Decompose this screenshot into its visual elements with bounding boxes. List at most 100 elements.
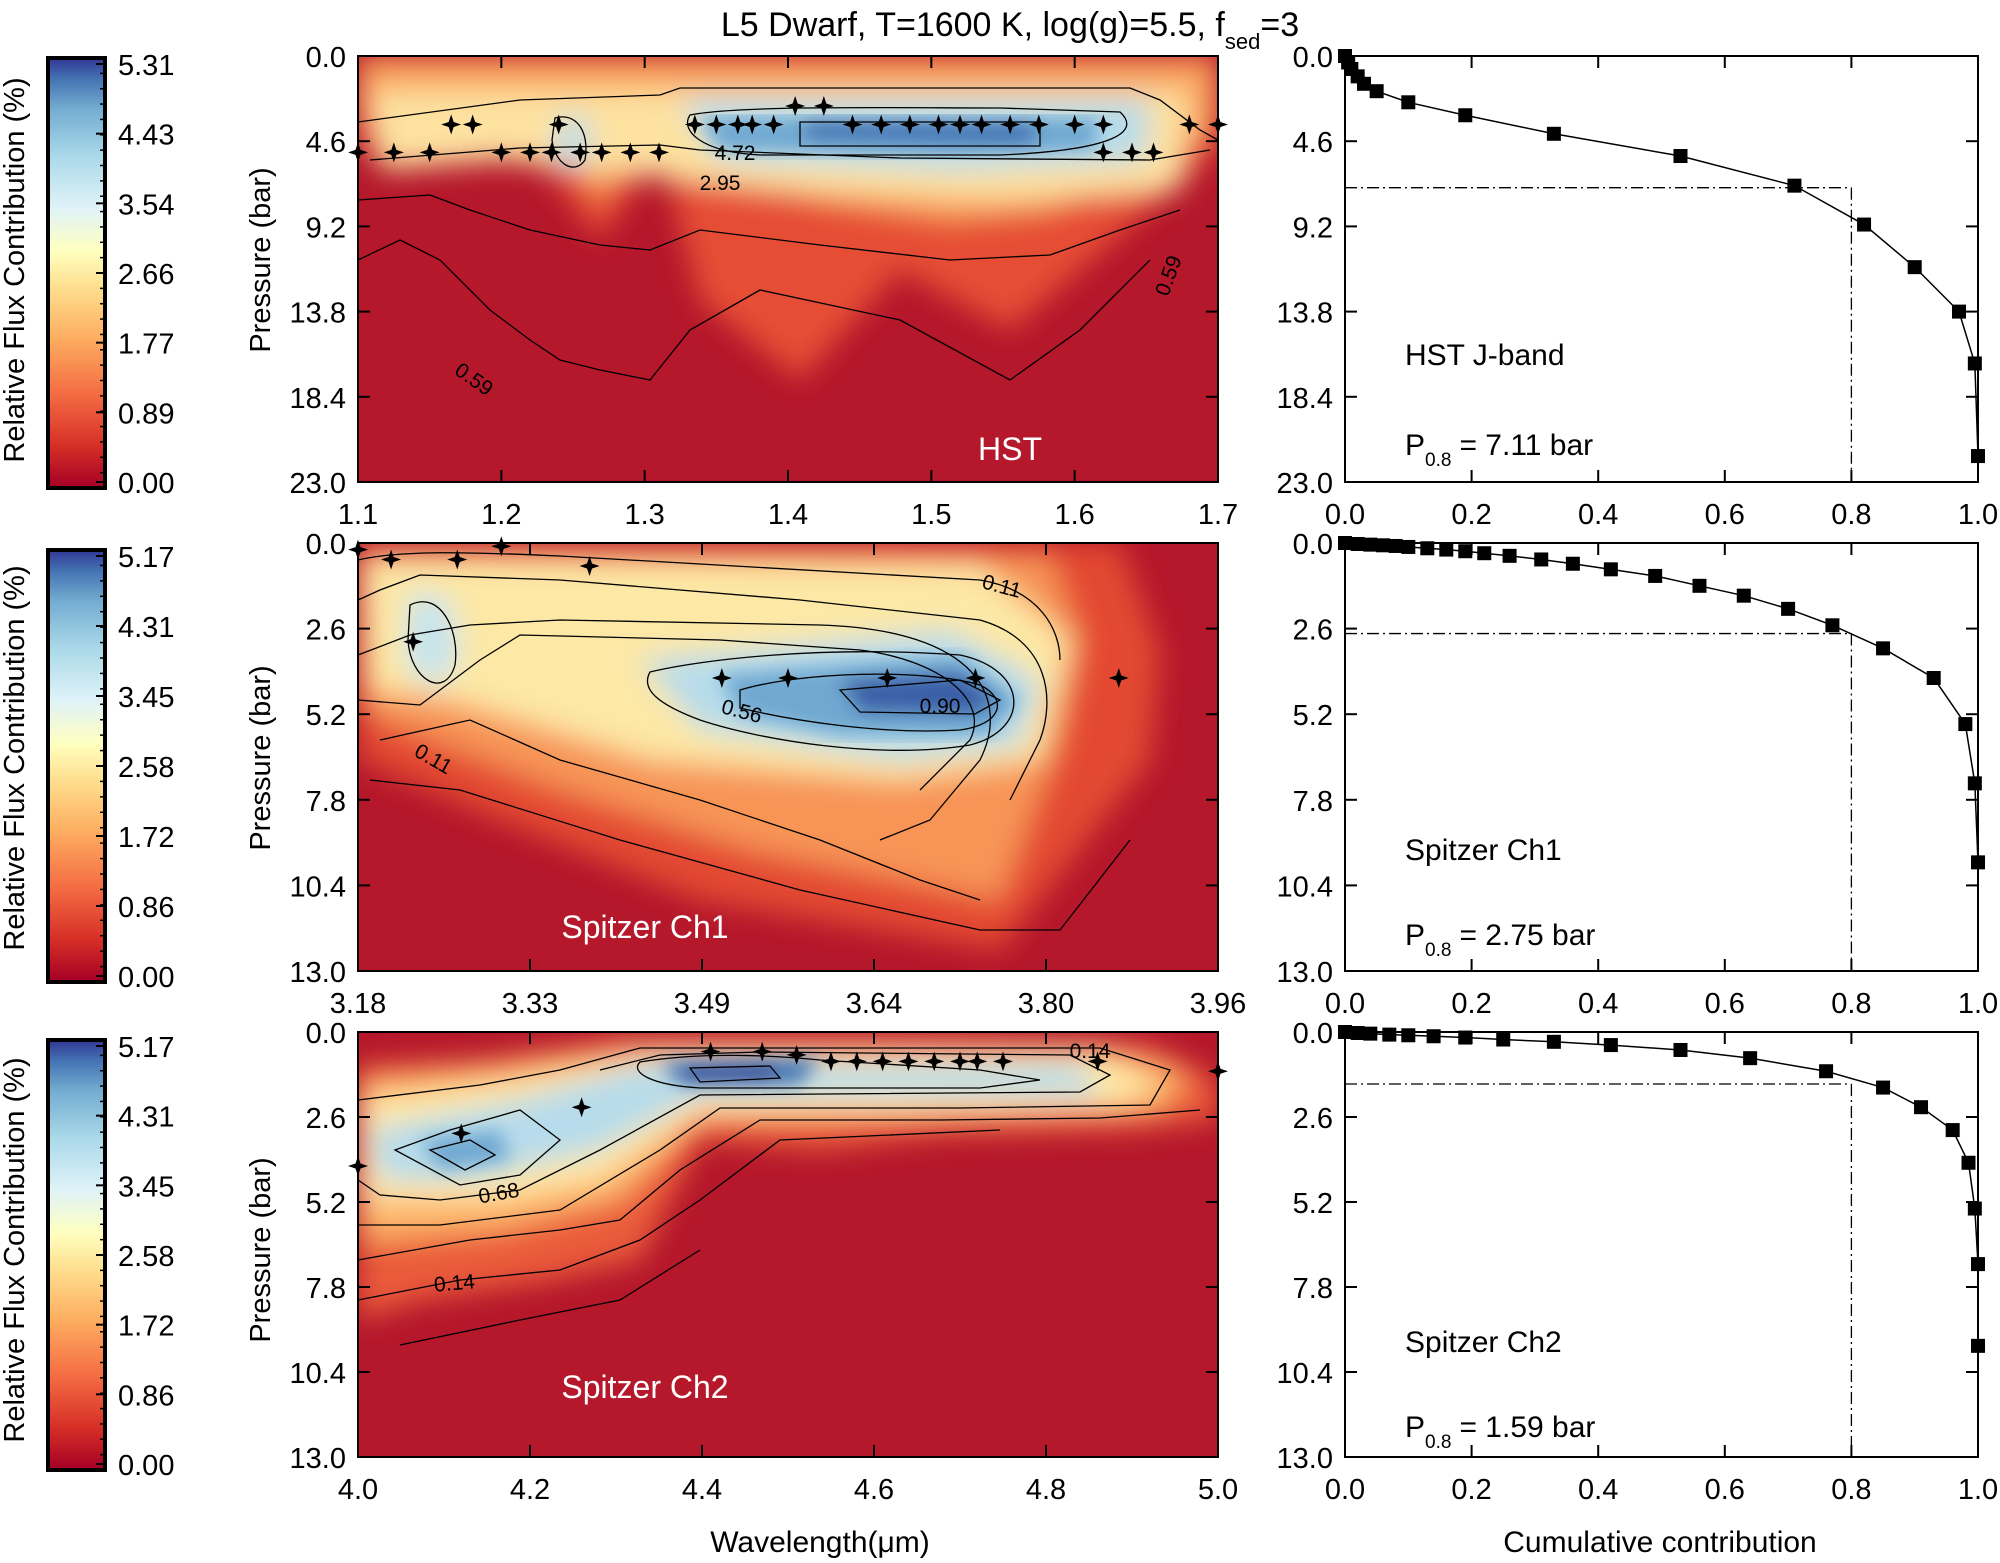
colorbar-tick-label: 3.54 <box>118 189 174 221</box>
cumulative-point <box>1914 1100 1929 1115</box>
peak-marker <box>924 1051 945 1072</box>
cum-x-tick-label: 0.0 <box>1325 988 1365 1020</box>
cum-y-tick-label: 4.6 <box>1293 127 1333 159</box>
cumulative-point <box>1967 1201 1982 1216</box>
y-tick-label: 5.2 <box>306 700 346 732</box>
colorbar-label-1: Relative Flux Contribution (%) <box>0 565 31 950</box>
x-tick-label: 4.0 <box>338 1474 378 1506</box>
colorbar-tick-label: 5.17 <box>118 542 174 574</box>
y-tick-label: 13.0 <box>290 957 346 989</box>
cumulative-point <box>1369 84 1384 99</box>
peak-marker <box>950 1051 970 1072</box>
heatmap-panel-2: Spitzer Ch2 0.140.680.14 4.0 4.2 4.4 4.6 4.8… <box>245 1018 1238 1506</box>
x-tick-label: 3.33 <box>502 988 558 1020</box>
panel-label-2: Spitzer Ch2 <box>561 1369 728 1405</box>
peak-marker <box>899 114 920 135</box>
cum-y-tick-label: 2.6 <box>1293 615 1333 647</box>
x-tick-label: 3.64 <box>846 988 902 1020</box>
peak-marker <box>591 142 612 163</box>
peak-marker <box>871 114 892 135</box>
y-tick-label: 10.4 <box>290 871 346 903</box>
cum-x-tick-label: 0.6 <box>1705 988 1745 1020</box>
cumulative-point <box>1534 552 1549 567</box>
colorbar-tick-label: 3.45 <box>118 682 174 714</box>
cum-y-tick-label: 2.6 <box>1293 1103 1333 1135</box>
cumulative-point <box>1565 556 1580 571</box>
peak-marker <box>898 1051 919 1072</box>
peak-marker <box>711 667 732 688</box>
colorbar-tick-label: 0.86 <box>118 1380 174 1412</box>
y-tick-label: 18.4 <box>290 383 346 415</box>
colorbar-tick-label: 1.72 <box>118 1311 174 1343</box>
cum-y-tick-label: 18.4 <box>1277 383 1333 415</box>
peak-marker <box>706 114 727 135</box>
y-tick-label: 13.0 <box>290 1443 346 1475</box>
cumulative-point <box>1458 1030 1473 1045</box>
cumulative-point <box>1401 539 1416 554</box>
peak-marker <box>846 1051 867 1072</box>
peak-marker <box>649 142 669 163</box>
p08-label-2: P0.8 = 1.59 bar <box>1405 1411 1595 1453</box>
peak-marker <box>785 96 806 117</box>
cumulative-point <box>1496 1032 1511 1047</box>
cum-x-tick-label: 0.8 <box>1831 1474 1871 1506</box>
cumulative-point <box>1825 618 1840 633</box>
cumulative-point <box>1971 1257 1985 1272</box>
pressure-label-2: Pressure (bar) <box>245 1157 277 1342</box>
cumulative-point <box>1692 578 1707 593</box>
peak-marker <box>1093 114 1114 135</box>
y-tick-label: 0.0 <box>306 529 346 561</box>
peak-marker <box>1208 1061 1228 1082</box>
figure-title: L5 Dwarf, T=1600 K, log(g)=5.5, fsed=3 <box>721 6 1299 54</box>
peak-marker <box>967 1051 988 1072</box>
cum-x-tick-label: 0.0 <box>1325 1474 1365 1506</box>
heatmap-panel-0: HST 4.722.950.590.59 1.1 1.2 1.3 1.4 1.5 1.6 1… <box>245 42 1238 531</box>
cum-x-tick-label: 0.2 <box>1451 499 1491 531</box>
cumulative-point <box>1907 260 1922 275</box>
x-tick-label: 3.18 <box>330 988 386 1020</box>
peak-marker <box>684 114 705 135</box>
y-tick-label: 4.6 <box>306 127 346 159</box>
cum-y-tick-label: 5.2 <box>1293 1188 1333 1220</box>
peak-marker <box>727 114 748 135</box>
x-tick-label: 4.2 <box>510 1474 550 1506</box>
peak-marker <box>462 114 483 135</box>
panel-label-0: HST <box>978 431 1042 467</box>
x-tick-label: 5.0 <box>1198 1474 1238 1506</box>
y-tick-label: 23.0 <box>290 468 346 500</box>
cum-x-tick-label: 0.6 <box>1705 1474 1745 1506</box>
peak-marker <box>419 142 440 163</box>
peak-marker <box>383 142 404 163</box>
y-tick-label: 13.8 <box>290 298 346 330</box>
x-tick-label: 1.4 <box>768 499 808 531</box>
heatmap-panel-1: Spitzer Ch1 0.110.56 0.900.11 3.18 3.33 3.4… <box>245 529 1246 1020</box>
y-tick-label: 9.2 <box>306 212 346 244</box>
peak-marker <box>752 1041 773 1062</box>
cum-x-tick-label: 0.2 <box>1451 1474 1491 1506</box>
cumulative-point <box>1458 544 1473 559</box>
colorbar-tick-label: 2.58 <box>118 752 174 784</box>
colorbar-tick-label: 1.77 <box>118 329 174 361</box>
peak-marker <box>491 142 512 163</box>
peak-marker <box>1122 142 1142 163</box>
contour-label: 0.90 <box>920 695 961 718</box>
cumulative-point <box>1388 538 1403 553</box>
cum-x-tick-label: 1.0 <box>1958 1474 1998 1506</box>
colorbar-tick-label: 2.58 <box>118 1241 174 1273</box>
x-tick-label: 3.80 <box>1018 988 1074 1020</box>
cumulative-point <box>1648 568 1663 583</box>
contour-label: 2.95 <box>700 172 741 195</box>
cum-x-tick-label: 0.4 <box>1578 499 1618 531</box>
colorbar-2: Relative Flux Contribution (%) 5.17 4.31 3… <box>0 1032 174 1482</box>
cumulative-point <box>1458 108 1473 123</box>
cumulative-point <box>1971 449 1985 464</box>
peak-marker <box>548 114 569 135</box>
cumulative-point <box>1546 1034 1561 1049</box>
cumulative-point <box>1546 126 1561 141</box>
peak-marker <box>971 114 992 135</box>
cumulative-point <box>1426 1029 1441 1044</box>
cumulative-point <box>1967 776 1982 791</box>
peak-marker <box>348 142 368 163</box>
colorbar-label-0: Relative Flux Contribution (%) <box>0 77 31 462</box>
